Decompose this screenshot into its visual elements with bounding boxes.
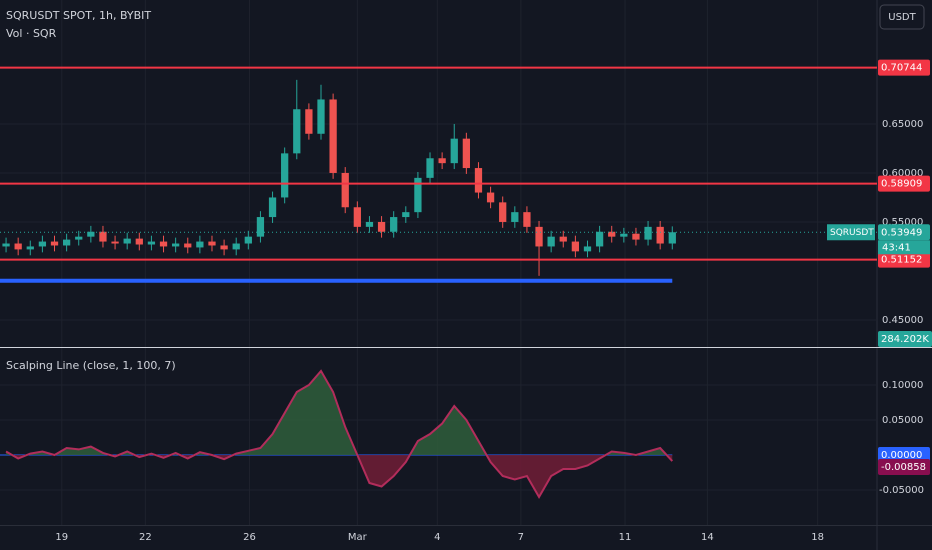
candle-body [414,177,422,213]
candle-body [523,212,531,227]
y-tick-label: 0.05000 [882,415,923,426]
level-label-box [878,59,930,76]
level-label: 0.70744 [881,63,922,74]
subtitle: Vol · SQR [6,27,57,40]
candle-body [438,158,446,164]
candle-body [123,238,131,244]
candle-body [608,231,616,237]
last-price-label: 0.53949 [881,227,922,238]
last-value-label-box [878,459,930,476]
candle-body [244,236,252,244]
candle-body [353,207,361,227]
last-value-label: -0.00858 [881,462,926,473]
area-negative [6,455,673,498]
candle-body [668,232,676,244]
x-tick-label: 7 [518,532,524,543]
candle-body [281,153,289,198]
candle-body [293,109,301,154]
y-tick-label: 0.10000 [882,380,923,391]
candle-body [656,226,664,244]
candle-body [329,99,337,173]
candle-body [317,99,325,134]
volume-label-box [878,331,932,347]
currency-button[interactable] [879,4,925,30]
candle-body [402,212,410,218]
candle-body [220,245,228,250]
candle-body [87,231,95,237]
candle-body [474,168,483,193]
candle-body [583,246,592,252]
candle-body [268,197,277,218]
candle-body [620,233,628,237]
x-tick-label: 14 [701,532,714,543]
x-tick-label: 22 [139,532,152,543]
candle-body [486,192,495,203]
volume-label: 284.202K [881,334,929,345]
candle-body [26,246,34,250]
x-tick-label: 4 [434,532,440,543]
candle-body [450,138,458,164]
chart-title: SQRUSDT SPOT, 1h, BYBIT [6,9,151,22]
last-price-label-box [878,224,930,241]
indicator-title: Scalping Line (close, 1, 100, 7) [6,359,176,372]
candle-body [99,231,107,242]
candle-body [559,236,567,242]
level-label-box [878,175,930,192]
candle-body [632,233,640,240]
zero-label-box [878,447,930,464]
x-tick-label: Mar [348,532,368,543]
candle-body [390,217,398,232]
candle-body [232,243,240,250]
candle-body [196,241,204,248]
x-tick-label: 18 [811,532,824,543]
candle-body [184,243,192,248]
candle-body [172,243,180,247]
area-positive [6,371,667,455]
candle-body [365,221,374,227]
candle-body [377,221,386,232]
candle-body [75,236,83,240]
candle-body [547,236,555,247]
x-tick-label: 11 [619,532,632,543]
y-tick-label: 0.65000 [882,119,923,130]
candle-body [595,231,604,247]
candle-body [14,243,22,250]
candle-body [50,241,59,246]
zero-label: 0.00000 [881,450,922,461]
level-label: 0.51152 [881,255,922,266]
y-tick-label: 0.60000 [882,168,923,179]
y-tick-label: 0.55000 [882,217,923,228]
candle-body [462,138,470,169]
countdown-box [878,240,930,255]
candle-body [535,226,543,247]
candle-body [38,241,47,247]
candle-body [426,158,434,178]
candle-body [147,241,156,245]
candle-body [111,241,119,244]
x-tick-label: 19 [55,532,68,543]
candle-body [62,239,71,246]
countdown: 43:41 [882,242,911,253]
candle-body [511,212,519,222]
candle-body [644,226,652,240]
candle-body [305,109,313,134]
symbol-label: SQRUSDT [830,228,874,238]
candle-body [159,241,168,247]
scalping-line [5,369,674,500]
candle-body [135,238,143,245]
candle-body [2,243,10,247]
y-tick-label: -0.05000 [879,485,924,496]
candle-body [208,241,216,246]
candle-body [256,217,265,237]
currency[interactable]: USDT [888,12,916,23]
y-tick-label: 0.45000 [882,315,923,326]
symbol-box [827,224,875,241]
x-tick-label: 26 [243,532,256,543]
candle-body [341,172,349,208]
candle-body [571,241,580,252]
level-label-box [878,251,930,268]
level-label: 0.58909 [881,179,922,190]
candle-body [499,202,507,222]
